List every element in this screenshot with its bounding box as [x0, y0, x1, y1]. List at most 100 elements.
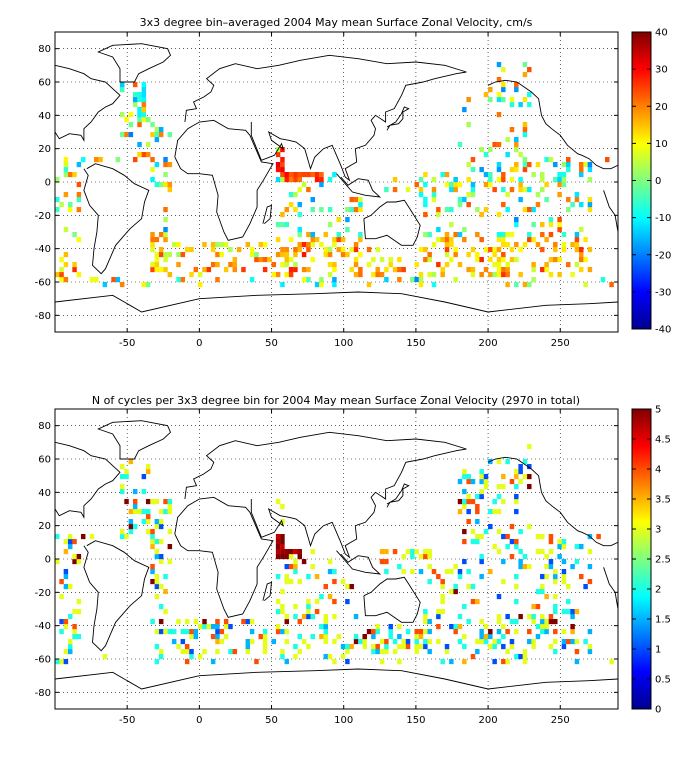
data-cell [405, 549, 411, 555]
data-cell [505, 137, 510, 143]
data-cell [540, 222, 545, 228]
data-cell [158, 127, 164, 133]
data-cell [353, 207, 359, 213]
data-cell [488, 644, 493, 650]
data-cell [514, 539, 519, 545]
coastline [174, 119, 274, 241]
data-cell [548, 232, 554, 238]
data-cell [527, 564, 532, 570]
data-cell [453, 584, 458, 590]
data-cell [440, 272, 445, 278]
data-cell [358, 639, 363, 645]
data-cell [340, 247, 346, 253]
data-cell [557, 182, 562, 188]
data-cell [280, 167, 285, 173]
data-cell [93, 277, 99, 283]
data-cell [284, 172, 290, 178]
data-cell [444, 232, 450, 238]
data-cell [189, 654, 194, 660]
data-cell [245, 619, 251, 625]
data-cell [583, 237, 588, 243]
data-cell [522, 242, 528, 248]
data-cell [570, 639, 575, 645]
data-cell [475, 519, 480, 525]
data-cell [401, 554, 406, 560]
data-cell [132, 499, 138, 505]
data-cell [479, 629, 484, 635]
data-cell [544, 197, 549, 203]
data-cell [535, 624, 541, 630]
data-cell [544, 267, 549, 273]
data-cell [527, 187, 532, 193]
data-cell [336, 247, 341, 253]
data-cell [288, 549, 294, 555]
data-cell [440, 237, 445, 243]
data-cell [297, 232, 302, 238]
data-cell [132, 82, 138, 88]
data-cell [228, 262, 233, 268]
data-cell [358, 237, 363, 243]
data-cell [327, 272, 333, 278]
data-cell [475, 509, 480, 515]
data-cell [150, 539, 155, 545]
data-cell [449, 207, 454, 213]
data-cell [55, 272, 60, 278]
data-cell [63, 157, 69, 163]
data-cell [150, 177, 155, 183]
data-cell [514, 147, 519, 153]
data-cell [505, 152, 510, 158]
data-cell [496, 614, 502, 620]
data-cell [163, 499, 168, 505]
data-cell [475, 639, 480, 645]
data-cell [128, 509, 134, 515]
data-cell [496, 142, 502, 148]
data-cell [574, 247, 580, 253]
data-cell [63, 192, 69, 198]
data-cell [405, 629, 411, 635]
data-cell [544, 624, 549, 630]
data-cell [223, 634, 229, 640]
data-cell [527, 484, 532, 490]
data-cell [527, 474, 532, 480]
data-cell [275, 599, 281, 605]
data-cell [141, 82, 147, 88]
data-cell [171, 629, 177, 635]
data-cell [72, 609, 77, 615]
data-cell [466, 192, 471, 198]
data-cell [405, 644, 411, 650]
coastline [262, 204, 273, 225]
data-cell [236, 247, 242, 253]
data-cell [271, 272, 277, 278]
data-cell [150, 569, 155, 575]
data-cell [306, 242, 311, 248]
data-cell [275, 167, 281, 173]
data-cell [479, 559, 484, 565]
data-cell [587, 649, 593, 655]
data-cell [579, 202, 584, 208]
data-cell [128, 524, 134, 530]
data-cell [154, 499, 160, 505]
data-cell [371, 649, 376, 655]
data-cell [366, 247, 372, 253]
y-tick-label: 80 [38, 44, 51, 55]
data-cell [457, 574, 463, 580]
data-cell [202, 624, 207, 630]
data-cell [479, 257, 484, 263]
data-cell [150, 157, 155, 163]
data-cell [397, 277, 402, 283]
data-cell [154, 182, 160, 188]
data-cell [323, 247, 328, 253]
data-cell [501, 177, 506, 183]
data-cell [379, 639, 385, 645]
data-cell [431, 192, 437, 198]
data-cell [163, 217, 168, 223]
data-cell [514, 574, 519, 580]
data-cell [440, 267, 445, 273]
data-cell [128, 122, 134, 128]
data-cell [59, 202, 64, 208]
data-cell [462, 559, 467, 565]
data-cell [76, 559, 82, 565]
data-cell [483, 639, 489, 645]
data-cell [548, 619, 554, 625]
data-cell [496, 237, 502, 243]
